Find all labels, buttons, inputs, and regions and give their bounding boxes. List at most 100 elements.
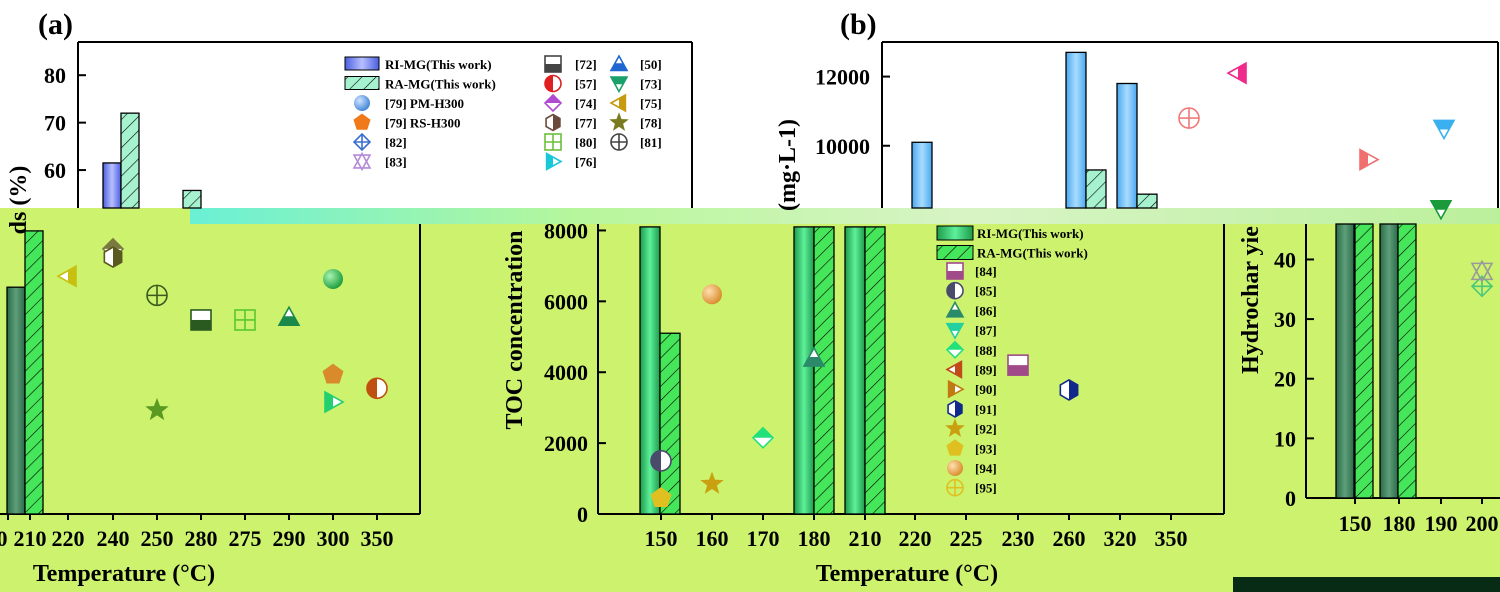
panel-b-bottom-xtick-label: 170 [747, 526, 780, 551]
panel-c-xtick-label: 180 [1383, 511, 1416, 536]
legend-swatch-ra-green-hatch [937, 245, 973, 260]
marker-shape [804, 357, 824, 367]
marker-shape [1179, 108, 1199, 129]
panel-c-bar-hatch [1355, 224, 1373, 498]
marker-shape [702, 284, 722, 305]
marker-shape [546, 153, 553, 170]
panel-b-ytick-label: 12000 [815, 65, 870, 90]
marker-shape [279, 316, 299, 326]
panel-a-bottom-xtick-label: 220 [52, 526, 85, 551]
marker-shape [947, 341, 963, 350]
marker-shape [545, 64, 561, 72]
marker-shape [68, 266, 76, 287]
panel-b-ytick-label: 10000 [815, 134, 870, 159]
panel-a-ytick-label: 80 [44, 63, 66, 88]
marker-shape [619, 95, 626, 111]
marker-shape [611, 134, 627, 150]
legend-marker-a [544, 55, 562, 73]
panel-a-bottom-xtick-label: 250 [141, 526, 174, 551]
marker-shape [700, 471, 724, 494]
panel-c-xtick-label: 150 [1339, 511, 1372, 536]
legend-label-b: [95] [975, 481, 997, 496]
legend-label-b: [89] [975, 363, 997, 378]
marker-shape [947, 460, 963, 476]
panel-b-bottom-bar-hatch [660, 333, 680, 514]
legend-label-b: [90] [975, 382, 997, 397]
panel-c-bar [1335, 223, 1355, 499]
marker-shape [611, 77, 627, 85]
legend-swatch-ri [344, 56, 380, 71]
legend-label-b: RA-MG(This work) [977, 246, 1088, 261]
panel-a-bottom-xtick-label: 290 [273, 526, 306, 551]
legend-marker-b [945, 360, 963, 379]
legend-label-b: [93] [975, 441, 997, 456]
panel-b-top-point [1226, 61, 1247, 85]
legend-label-a: RA-MG(This work) [385, 77, 496, 92]
legend-label-a: [73] [640, 77, 662, 92]
marker-shape [955, 361, 962, 378]
panel-c-ytick-label: 20 [1274, 367, 1296, 392]
panel-c-point [1429, 199, 1453, 221]
panel-b-bottom-bar-hatch [814, 226, 834, 514]
panel-c-ylabel: Hydrochar yie [1238, 226, 1264, 374]
panel-a-bottom-xtick-label: 275 [229, 526, 262, 551]
panel-b-bottom-xtick-label: 350 [1155, 526, 1188, 551]
dark-bottom-bar [1233, 577, 1500, 592]
legend-marker-b [947, 379, 965, 399]
marker-shape [955, 400, 962, 417]
marker-shape [651, 450, 661, 471]
legend-label-a: [83] [385, 155, 407, 170]
legend-marker-b [945, 418, 965, 437]
panel-a-ylabel: ds (%) [6, 166, 32, 235]
panel-b-bottom-bar [793, 226, 815, 515]
marker-shape [1238, 63, 1246, 84]
panel-b-top-bar-hatch [1086, 169, 1106, 208]
legend-label-b: [84] [975, 264, 997, 279]
panel-b-top-bar [1116, 82, 1138, 209]
legend-label-b: [91] [975, 402, 997, 417]
legend-marker-a [353, 113, 371, 130]
legend-marker-a [545, 152, 563, 171]
panel-c-ytick-label: 30 [1274, 307, 1296, 332]
legend-marker-b [945, 300, 965, 318]
panel-a-ytick-label: 60 [44, 158, 66, 183]
panel-b-bottom-bar [639, 226, 661, 515]
panel-b-bottom-xtick-label: 180 [798, 526, 831, 551]
marker-shape [947, 479, 963, 496]
panel-b-top-bar [911, 141, 933, 209]
panel-b-top-point [1432, 119, 1456, 141]
panel-a-data-point [322, 363, 344, 384]
legend-marker-a [352, 151, 372, 172]
panel-c-ytick-label: 40 [1274, 247, 1296, 272]
marker-shape [553, 114, 560, 131]
marker-shape [1434, 120, 1454, 130]
panel-b-bottom-xtick-label: 225 [950, 526, 983, 551]
panel-b-bottom-xtick-label: 230 [1002, 526, 1035, 551]
panel-a-bottom-bar [6, 286, 26, 515]
legend-label-b: [88] [975, 343, 997, 358]
legend-marker-b [945, 322, 965, 340]
legend-label-b: [92] [975, 422, 997, 437]
marker-shape [235, 309, 255, 330]
panel-b-bottom-xtick-label: 320 [1104, 526, 1137, 551]
legend-marker-a [544, 133, 562, 151]
marker-shape [545, 75, 553, 92]
marker-shape [947, 323, 963, 331]
panel-b-bottom-xtick-label: 260 [1053, 526, 1086, 551]
panel-b-ylabel: (mg·L-1) [775, 119, 801, 211]
legend-label-a: [50] [640, 57, 662, 72]
panel-c-xtick-label: 190 [1425, 511, 1458, 536]
panel-b-bottom-point [650, 450, 672, 472]
marker-shape [354, 134, 370, 150]
marker-shape [753, 427, 773, 438]
legend-marker-b [946, 478, 964, 497]
panel-a-bottom-xtick-label: 210 [14, 526, 47, 551]
panel-a-data-point [103, 246, 123, 269]
panel-b-top-bar [1065, 51, 1087, 209]
panel-a-bottom-xlabel: Temperature (°C) [33, 561, 215, 587]
legend-marker-b [947, 460, 963, 476]
panel-b-bottom-point [700, 471, 724, 494]
marker-shape [113, 247, 122, 268]
panel-b-top-point [1359, 148, 1380, 171]
